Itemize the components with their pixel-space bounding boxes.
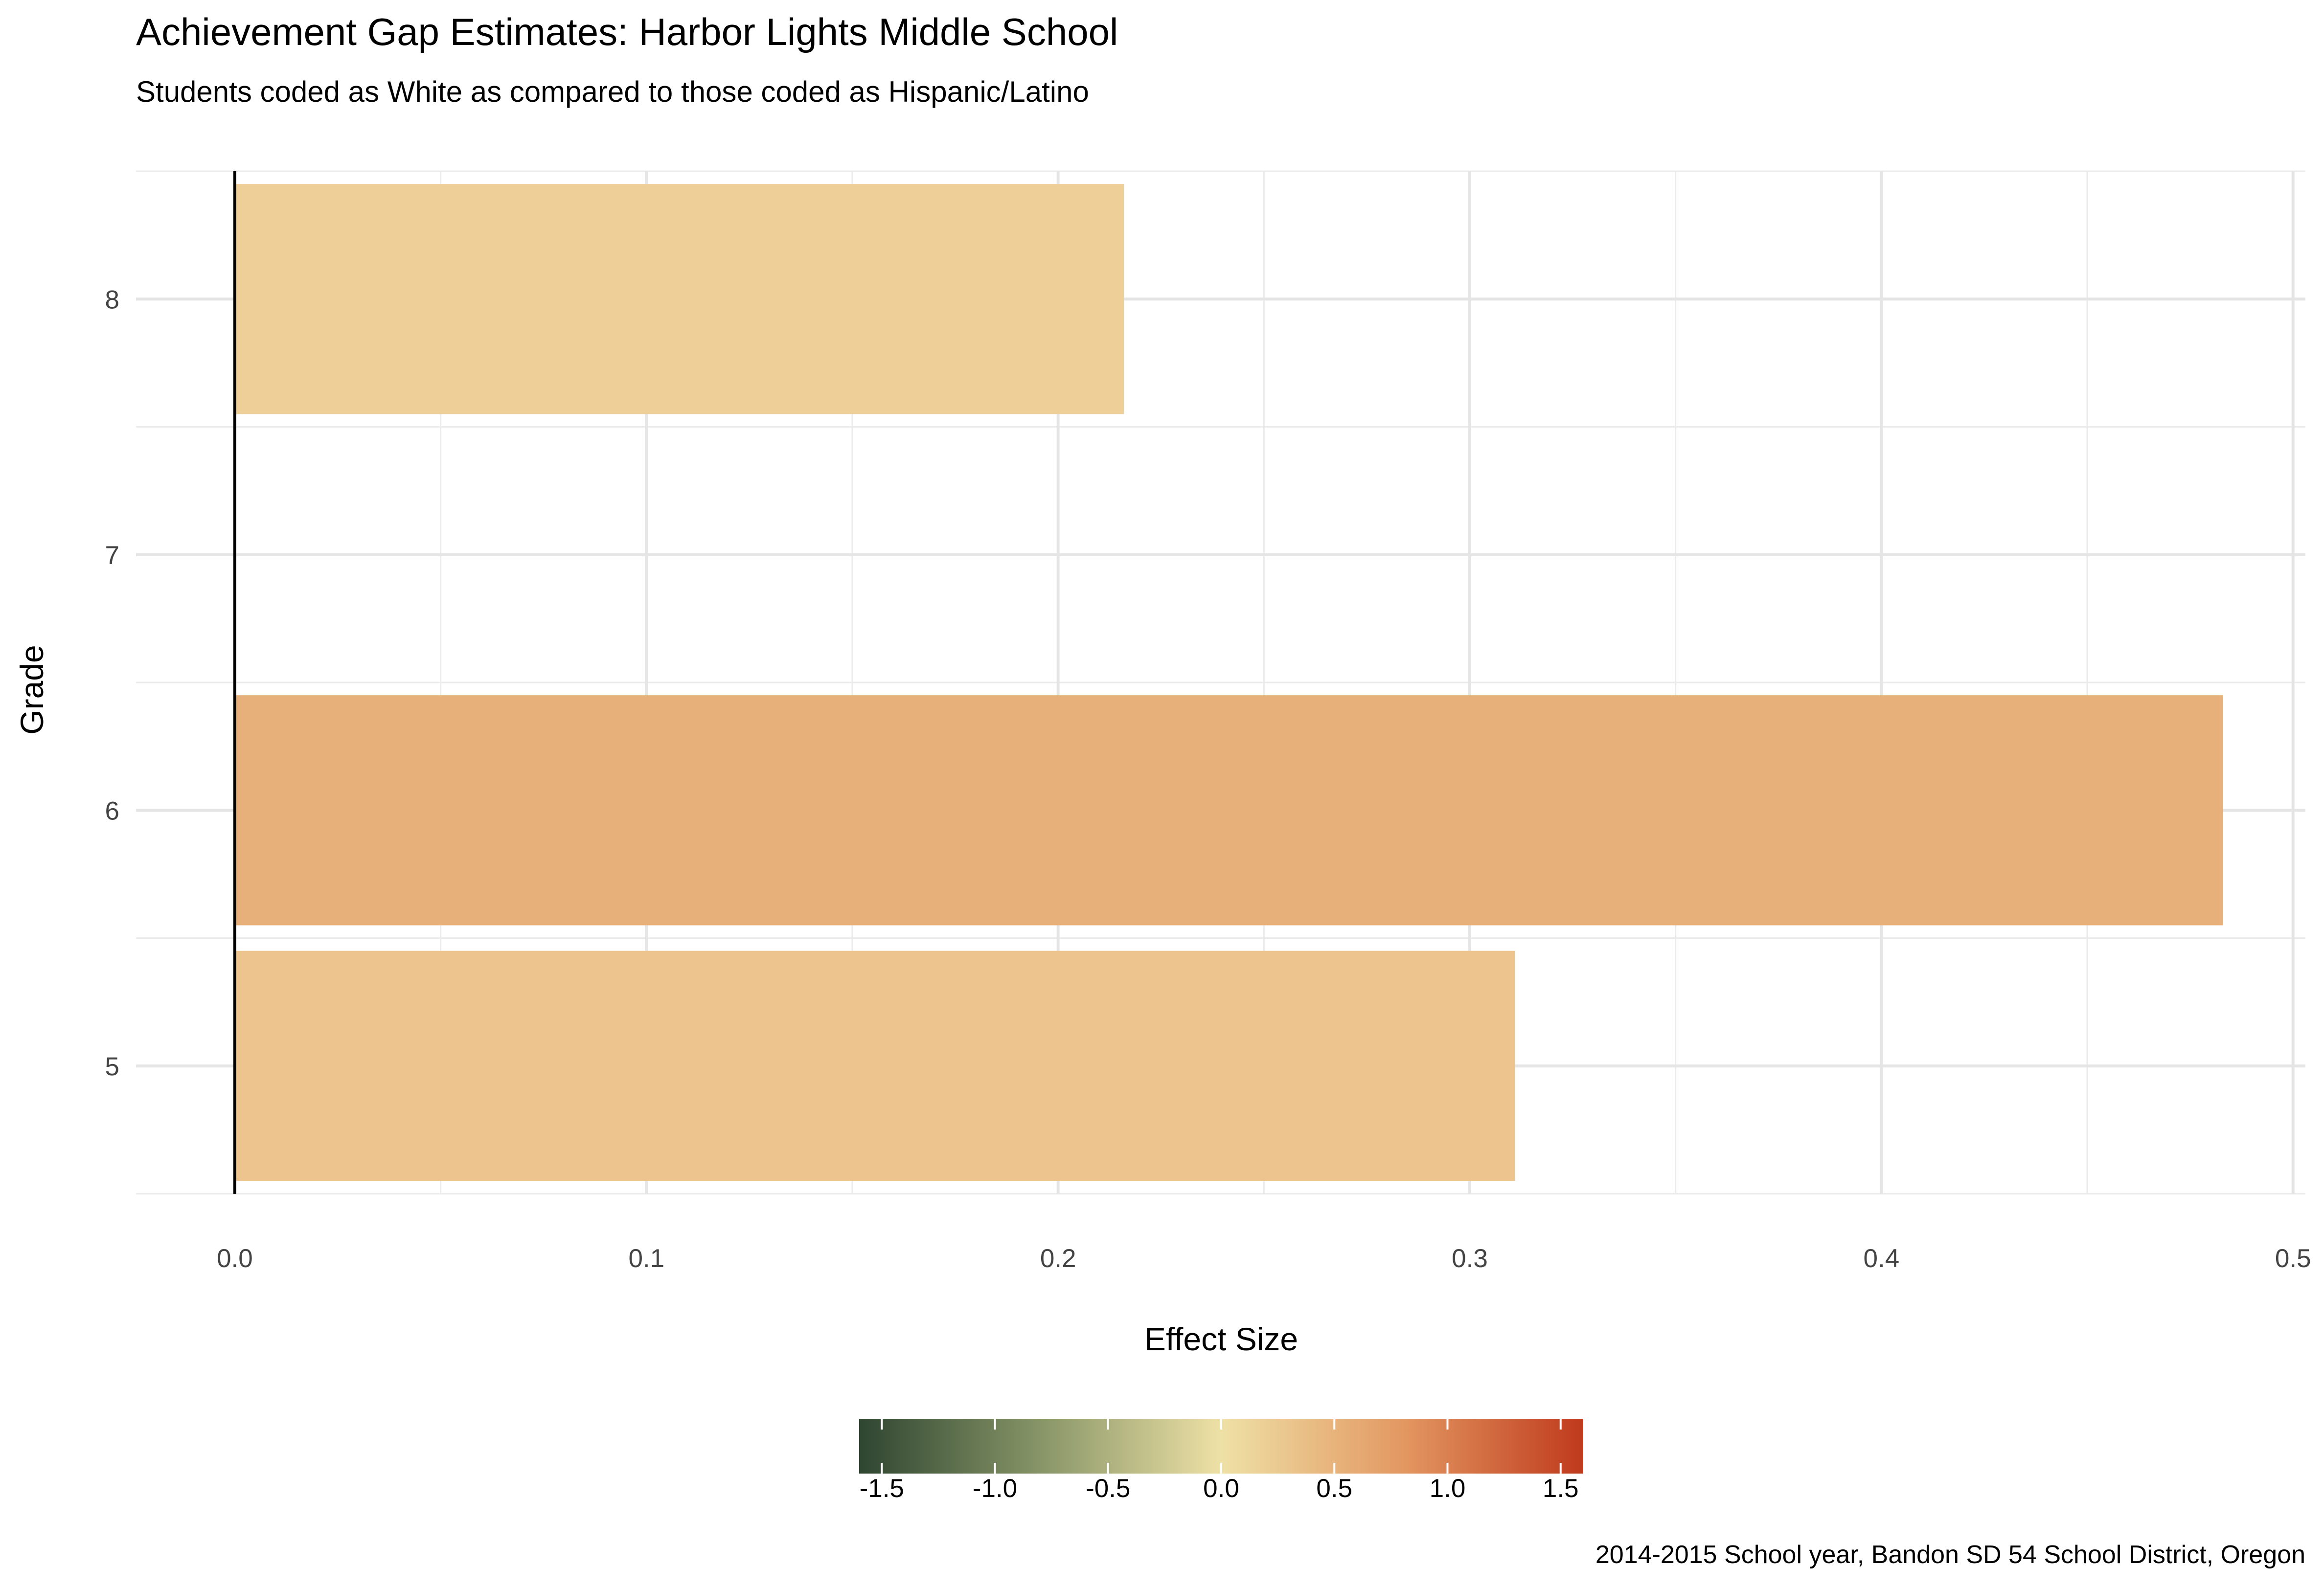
colorbar-tick-label: -0.5: [1086, 1474, 1130, 1503]
y-tick-label: 8: [105, 285, 119, 314]
y-tick-label: 7: [105, 541, 119, 570]
x-tick-label: 0.2: [1040, 1244, 1076, 1273]
colorbar-ticks: -1.5 -1.0 -0.5 0.0 0.5 1.0 1.5: [860, 1419, 1579, 1503]
x-axis-ticks: 0.0 0.1 0.2 0.3 0.4 0.5: [217, 1244, 2311, 1273]
bar-grade-5: [234, 951, 1515, 1181]
colorbar-tick-label: -1.5: [860, 1474, 904, 1503]
chart-title: Achievement Gap Estimates: Harbor Lights…: [136, 10, 1118, 53]
colorbar-tick-label: 1.5: [1543, 1474, 1579, 1503]
x-tick-label: 0.1: [628, 1244, 664, 1273]
x-tick-label: 0.4: [1864, 1244, 1900, 1273]
bar-grade-6: [234, 695, 2223, 926]
bar-grade-8: [234, 184, 1124, 414]
colorbar-tick-label: 0.0: [1203, 1474, 1239, 1503]
y-axis-title: Grade: [14, 645, 50, 734]
x-axis-title: Effect Size: [1144, 1321, 1298, 1357]
y-tick-label: 5: [105, 1052, 119, 1081]
bars: [234, 184, 2223, 1181]
chart-caption: 2014-2015 School year, Bandon SD 54 Scho…: [1595, 1541, 2305, 1569]
colorbar-tick-label: 1.0: [1430, 1474, 1466, 1503]
x-tick-label: 0.5: [2275, 1244, 2311, 1273]
x-tick-label: 0.0: [217, 1244, 253, 1273]
y-axis-ticks: 5 6 7 8: [105, 285, 119, 1081]
y-tick-label: 6: [105, 796, 119, 825]
colorbar-tick-label: 0.5: [1316, 1474, 1352, 1503]
colorbar-tick-label: -1.0: [973, 1474, 1017, 1503]
chart-subtitle: Students coded as White as compared to t…: [136, 75, 1089, 108]
x-tick-label: 0.3: [1452, 1244, 1488, 1273]
